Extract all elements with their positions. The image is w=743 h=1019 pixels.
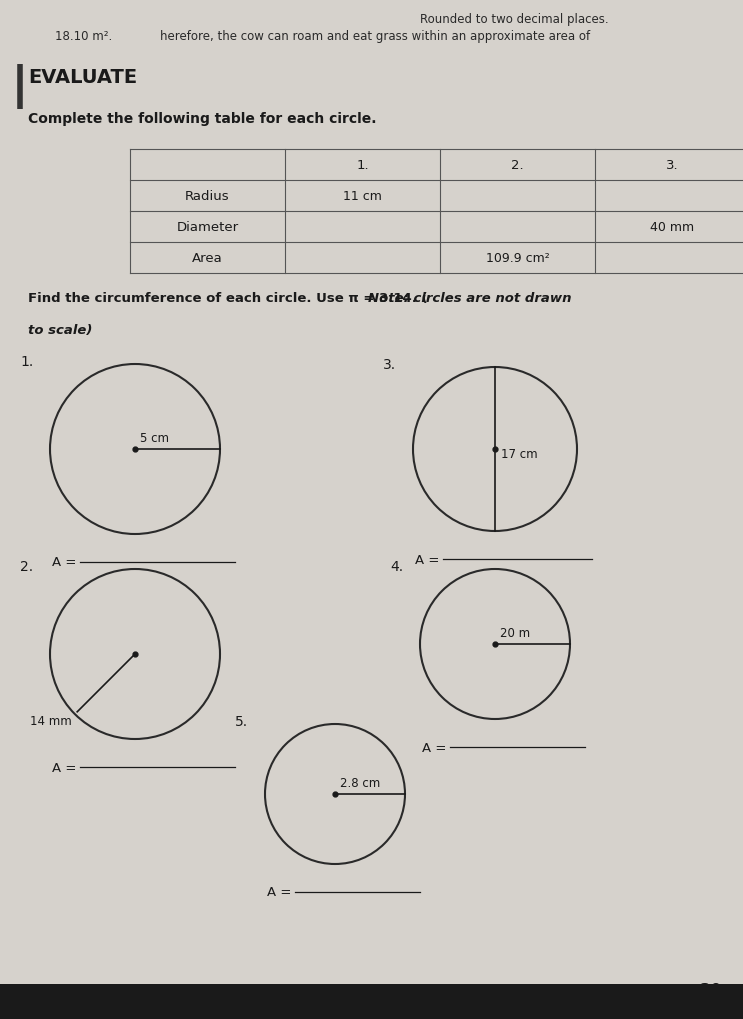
Text: 40 mm: 40 mm	[650, 221, 695, 233]
Text: Complete the following table for each circle.: Complete the following table for each ci…	[28, 112, 377, 126]
Text: Find the circumference of each circle. Use π = 3.14. (: Find the circumference of each circle. U…	[28, 291, 428, 305]
Text: 109.9 cm²: 109.9 cm²	[486, 252, 549, 265]
Text: A =: A =	[52, 761, 81, 773]
Text: A =: A =	[422, 741, 450, 754]
Text: herefore, the cow can roam and eat grass within an approximate area of: herefore, the cow can roam and eat grass…	[160, 30, 590, 43]
Text: 2.: 2.	[511, 159, 524, 172]
Text: 3.: 3.	[666, 159, 679, 172]
Text: Area: Area	[192, 252, 223, 265]
Text: A =: A =	[52, 556, 81, 569]
Text: A =: A =	[415, 553, 444, 566]
Text: 3.: 3.	[383, 358, 396, 372]
Text: A =: A =	[267, 886, 296, 899]
Text: 1.: 1.	[20, 355, 33, 369]
Text: Diameter: Diameter	[176, 221, 239, 233]
Text: EVALUATE: EVALUATE	[28, 68, 137, 87]
Text: 30: 30	[700, 982, 721, 997]
Bar	[0, 984, 743, 1019]
Text: 4.: 4.	[390, 559, 403, 574]
Text: Rounded to two decimal places.: Rounded to two decimal places.	[420, 13, 609, 25]
Text: Radius: Radius	[185, 190, 230, 203]
Text: 2.8 cm: 2.8 cm	[340, 776, 380, 790]
Text: 17 cm: 17 cm	[501, 447, 538, 460]
Text: 11 cm: 11 cm	[343, 190, 382, 203]
Text: 20 m: 20 m	[500, 627, 530, 639]
Text: 1.: 1.	[356, 159, 369, 172]
Text: 5.: 5.	[235, 714, 248, 729]
Text: 5 cm: 5 cm	[140, 432, 169, 444]
Text: to scale): to scale)	[28, 324, 92, 336]
Text: 14 mm: 14 mm	[30, 714, 72, 728]
Text: Note: circles are not drawn: Note: circles are not drawn	[368, 291, 571, 305]
Text: 2.: 2.	[20, 559, 33, 574]
Text: 18.10 m².: 18.10 m².	[55, 30, 112, 43]
